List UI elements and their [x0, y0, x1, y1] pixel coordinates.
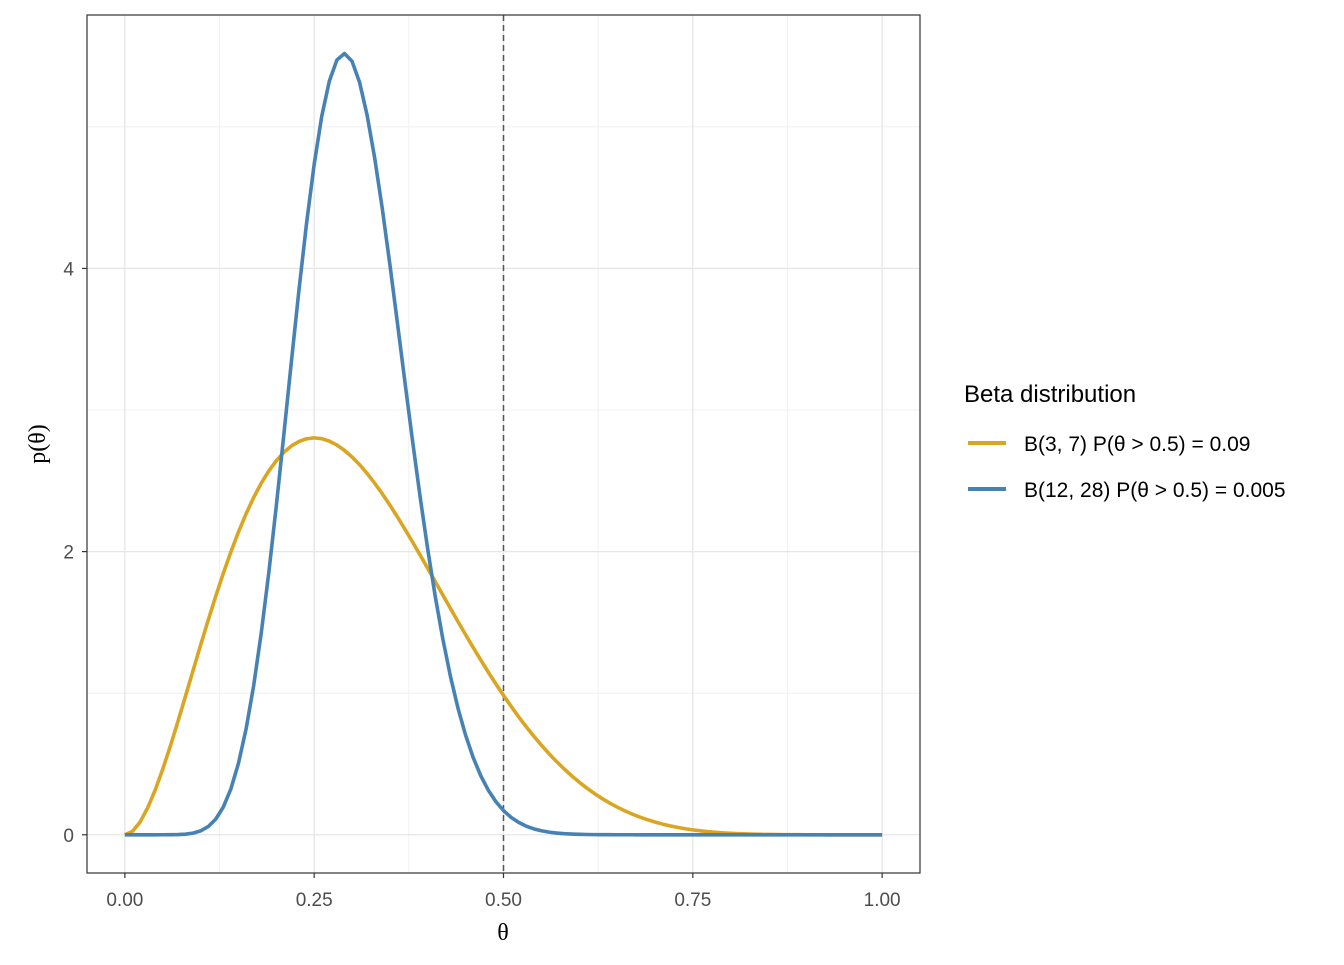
legend-label-0: B(3, 7) P(θ > 0.5) = 0.09 — [1024, 433, 1250, 456]
x-tick-label: 0.75 — [674, 890, 711, 911]
x-axis-ticks: 0.00 0.25 0.50 0.75 1.00 — [106, 873, 901, 911]
legend-label-1: B(12, 28) P(θ > 0.5) = 0.005 — [1024, 479, 1286, 502]
y-tick-label: 0 — [63, 826, 74, 847]
y-tick-label: 2 — [63, 543, 74, 564]
y-tick-label: 4 — [63, 259, 74, 280]
x-tick-label: 0.00 — [106, 890, 143, 911]
y-axis-label: p(θ) — [25, 424, 51, 463]
series-line-1 — [124, 51, 883, 837]
legend: Beta distribution B(3, 7) P(θ > 0.5) = 0… — [964, 381, 1286, 502]
grid — [87, 15, 920, 873]
y-axis-ticks: 0 2 4 — [63, 259, 87, 847]
x-tick-label: 0.50 — [485, 890, 522, 911]
x-tick-label: 0.25 — [296, 890, 333, 911]
series-lines — [124, 51, 883, 837]
x-tick-label: 1.00 — [864, 890, 901, 911]
x-axis-label: θ — [497, 920, 509, 946]
legend-title: Beta distribution — [964, 381, 1136, 408]
